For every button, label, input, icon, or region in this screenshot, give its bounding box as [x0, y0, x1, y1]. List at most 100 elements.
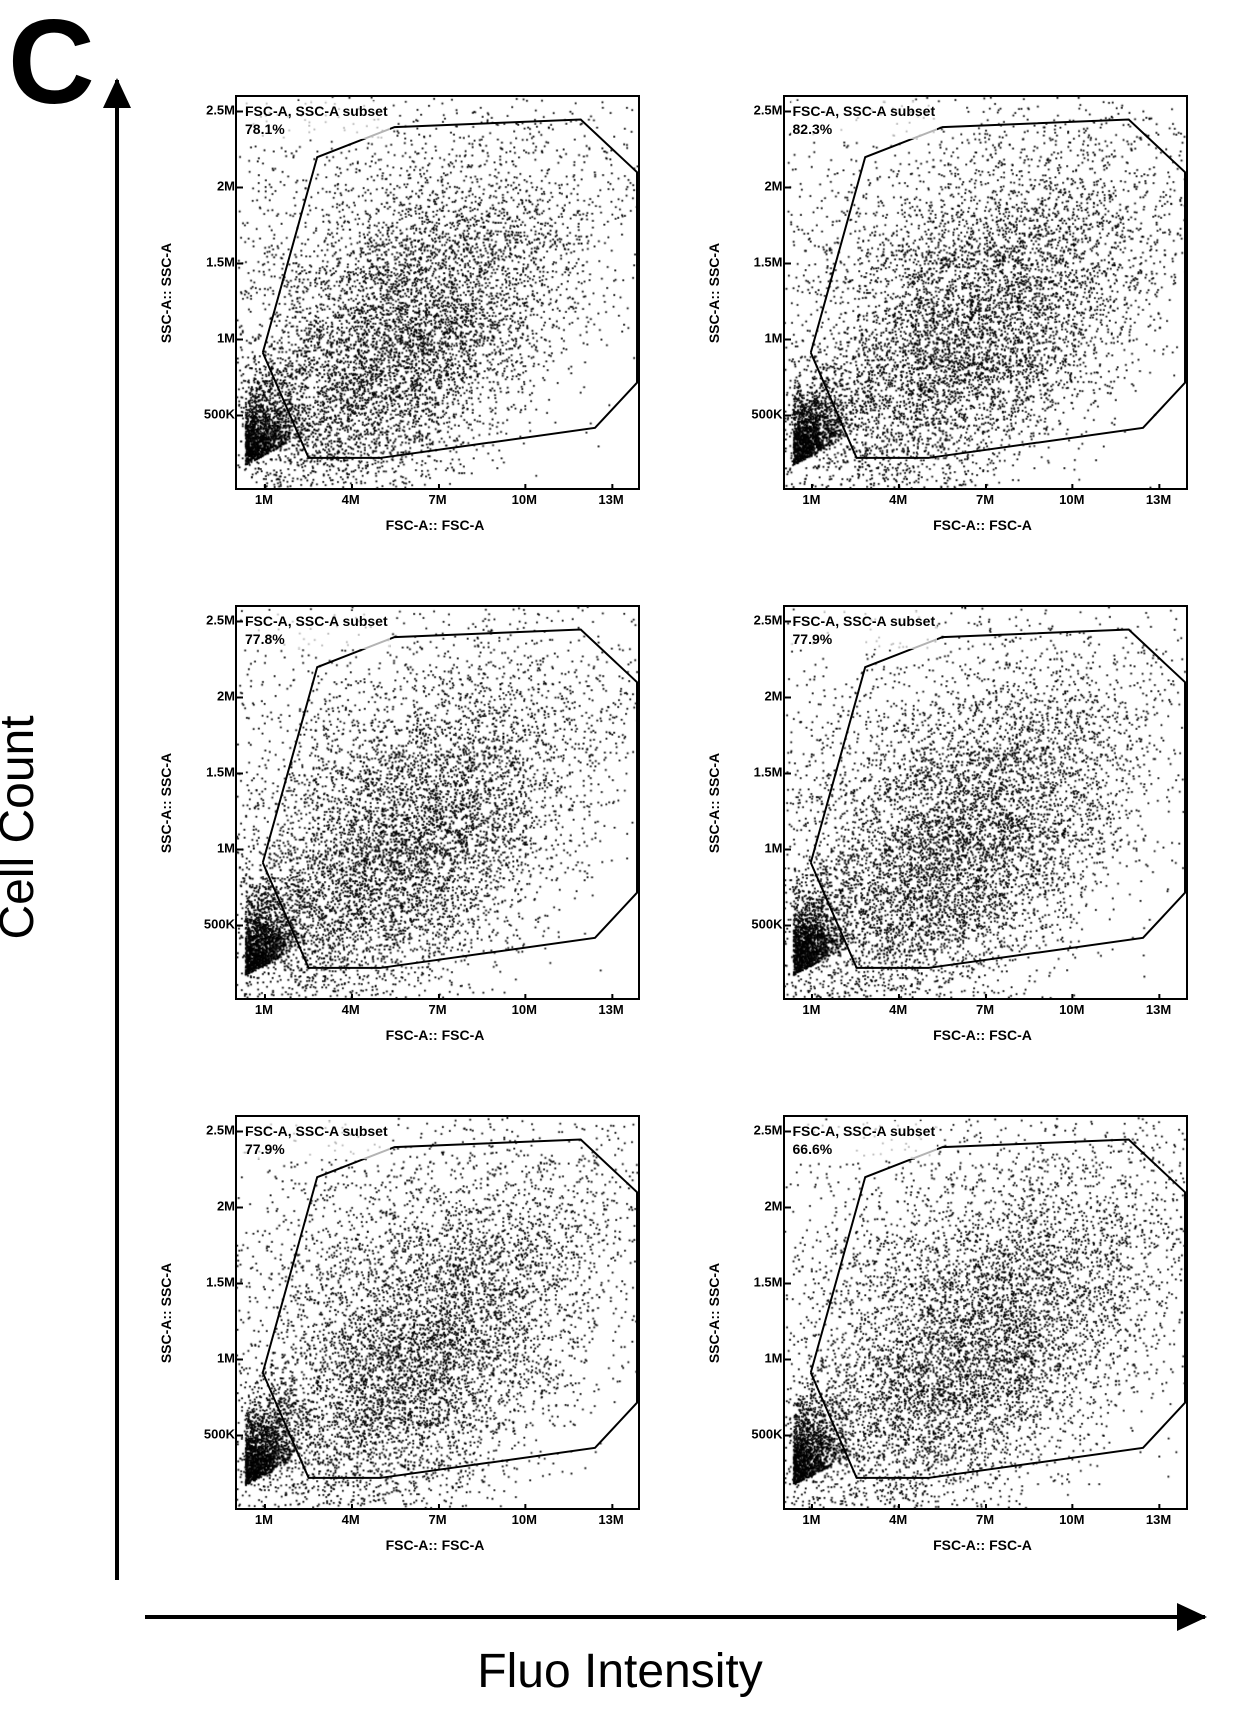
y-tick: 2M [736, 1199, 783, 1214]
gate-label: FSC-A, SSC-A subset82.3% [791, 101, 938, 139]
gate-label-percent: 77.9% [793, 630, 936, 648]
x-axis-label: FSC-A:: FSC-A [386, 1027, 485, 1043]
x-tick: 1M [255, 1002, 273, 1017]
gate-label-percent: 77.8% [245, 630, 388, 648]
x-tick: 1M [802, 1002, 820, 1017]
y-tick: 1M [188, 331, 235, 346]
plot-area: FSC-A, SSC-A subset77.9% [235, 1115, 640, 1510]
y-axis-label: SSC-A:: SSC-A [706, 243, 722, 343]
x-tick: 13M [1146, 1002, 1171, 1017]
x-tick: 4M [889, 1512, 907, 1527]
x-tick: 7M [976, 1512, 994, 1527]
y-tick: 500K [736, 407, 783, 422]
y-tick: 1M [736, 841, 783, 856]
x-ticks: 1M4M7M10M13M [235, 1002, 640, 1022]
scatter-panel-p1: SSC-A:: SSC-A500K1M1.5M2M2.5MFSC-A, SSC-… [170, 85, 660, 555]
scatter-panel-p2: SSC-A:: SSC-A500K1M1.5M2M2.5MFSC-A, SSC-… [718, 85, 1208, 555]
y-tick: 2.5M [188, 1123, 235, 1138]
x-axis-label: FSC-A:: FSC-A [933, 1027, 1032, 1043]
y-tick: 1M [188, 1351, 235, 1366]
y-axis-arrow [115, 80, 119, 1580]
y-tick: 2.5M [736, 1123, 783, 1138]
y-tick: 2.5M [188, 613, 235, 628]
gate-label-percent: 78.1% [245, 120, 388, 138]
plot-area: FSC-A, SSC-A subset82.3% [783, 95, 1188, 490]
y-tick: 1.5M [736, 765, 783, 780]
x-axis-label: FSC-A:: FSC-A [386, 1537, 485, 1553]
x-tick: 10M [1059, 492, 1084, 507]
gate-label-percent: 77.9% [245, 1140, 388, 1158]
y-axis-label: SSC-A:: SSC-A [158, 243, 174, 343]
y-tick: 1.5M [188, 255, 235, 270]
y-tick: 1.5M [736, 1275, 783, 1290]
scatter-canvas [237, 1117, 638, 1508]
x-tick: 13M [1146, 1512, 1171, 1527]
x-tick: 13M [1146, 492, 1171, 507]
y-tick: 2M [736, 689, 783, 704]
global-x-label: Fluo Intensity [477, 1644, 762, 1699]
x-tick: 1M [802, 1512, 820, 1527]
x-tick: 7M [976, 1002, 994, 1017]
x-tick: 10M [512, 1002, 537, 1017]
y-axis-label: SSC-A:: SSC-A [706, 753, 722, 853]
y-ticks: 500K1M1.5M2M2.5M [188, 95, 235, 490]
scatter-canvas [785, 607, 1186, 998]
x-tick: 1M [255, 1512, 273, 1527]
x-tick: 1M [255, 492, 273, 507]
y-tick: 500K [188, 407, 235, 422]
y-tick: 2M [188, 179, 235, 194]
gate-label-title: FSC-A, SSC-A subset [793, 102, 936, 120]
gate-label-title: FSC-A, SSC-A subset [245, 612, 388, 630]
x-tick: 10M [1059, 1512, 1084, 1527]
y-ticks: 500K1M1.5M2M2.5M [188, 605, 235, 1000]
x-axis-label: FSC-A:: FSC-A [933, 1537, 1032, 1553]
x-tick: 1M [802, 492, 820, 507]
gate-label: FSC-A, SSC-A subset77.9% [243, 1121, 390, 1159]
x-ticks: 1M 4M 7M 10M 13M [783, 1002, 1188, 1022]
gate-label: FSC-A, SSC-A subset78.1% [243, 101, 390, 139]
x-ticks: 1M 4M 7M 10M 13M [235, 1512, 640, 1532]
x-axis-label: FSC-A:: FSC-A [933, 517, 1032, 533]
x-tick: 10M [512, 1512, 537, 1527]
y-tick: 2M [736, 179, 783, 194]
y-tick: 500K [736, 917, 783, 932]
plot-area: FSC-A, SSC-A subset77.9% [783, 605, 1188, 1000]
x-axis-label: FSC-A:: FSC-A [386, 517, 485, 533]
x-tick: 4M [889, 1002, 907, 1017]
y-tick: 2.5M [736, 103, 783, 118]
x-tick: 7M [428, 1512, 446, 1527]
y-tick: 500K [188, 917, 235, 932]
y-tick: 500K [188, 1427, 235, 1442]
global-y-label: Cell Count [0, 715, 45, 939]
y-axis-label: SSC-A:: SSC-A [706, 1263, 722, 1363]
scatter-canvas [237, 607, 638, 998]
gate-label-percent: 82.3% [793, 120, 936, 138]
x-tick: 10M [1059, 1002, 1084, 1017]
x-tick: 4M [342, 1002, 360, 1017]
y-tick: 1M [188, 841, 235, 856]
y-ticks: 500K1M1.5M2M2.5M [736, 1115, 783, 1510]
x-tick: 13M [598, 1512, 623, 1527]
y-axis-label: SSC-A:: SSC-A [158, 753, 174, 853]
x-tick: 13M [598, 492, 623, 507]
scatter-panel-p3: SSC-A:: SSC-A500K1M1.5M2M2.5MFSC-A, SSC-… [170, 595, 660, 1065]
y-tick: 1M [736, 331, 783, 346]
x-ticks: 1M 4M 7M 10M 13M [783, 1512, 1188, 1532]
x-ticks: 1M4M7M10M13M [235, 492, 640, 512]
x-tick: 4M [342, 1512, 360, 1527]
y-tick: 1.5M [188, 1275, 235, 1290]
x-tick: 13M [598, 1002, 623, 1017]
y-tick: 2.5M [736, 613, 783, 628]
scatter-panel-p4: SSC-A:: SSC-A500K1M1.5M2M2.5MFSC-A, SSC-… [718, 595, 1208, 1065]
plot-area: FSC-A, SSC-A subset77.8% [235, 605, 640, 1000]
gate-label-title: FSC-A, SSC-A subset [793, 612, 936, 630]
gate-label: FSC-A, SSC-A subset77.8% [243, 611, 390, 649]
scatter-grid: SSC-A:: SSC-A500K1M1.5M2M2.5MFSC-A, SSC-… [170, 85, 1210, 1575]
y-tick: 1.5M [188, 765, 235, 780]
scatter-panel-p5: SSC-A:: SSC-A500K1M1.5M2M2.5MFSC-A, SSC-… [170, 1105, 660, 1575]
x-tick: 10M [512, 492, 537, 507]
y-ticks: 500K 1M 1.5M 2M 2.5M [736, 605, 783, 1000]
plot-area: FSC-A, SSC-A subset78.1% [235, 95, 640, 490]
y-tick: 500K [736, 1427, 783, 1442]
gate-label: FSC-A, SSC-A subset77.9% [791, 611, 938, 649]
